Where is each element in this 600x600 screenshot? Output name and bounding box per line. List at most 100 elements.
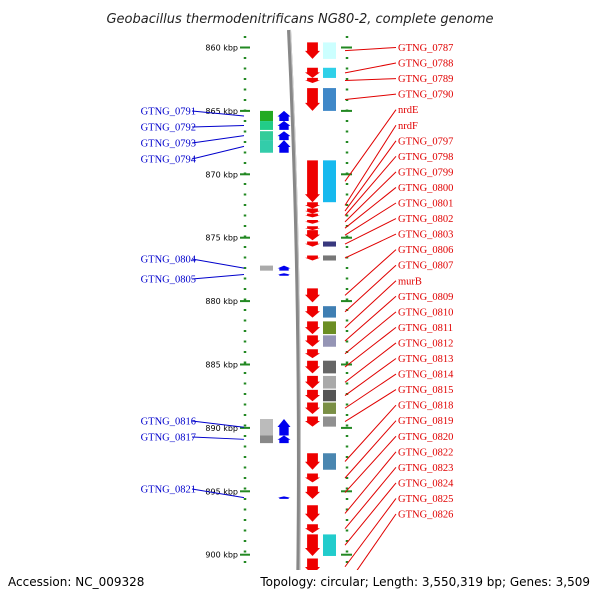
- gene-label: GTNG_0794: [141, 155, 197, 166]
- forward-gene-match-box: [323, 453, 336, 470]
- gene-label: GTNG_0788: [398, 59, 453, 70]
- forward-gene-match-box: [323, 335, 336, 347]
- leader-line: [344, 451, 397, 514]
- forward-gene-match-box: [323, 42, 336, 59]
- leader-line: [344, 62, 397, 74]
- leader-line: [344, 171, 397, 223]
- reverse-gene-match-box: [260, 435, 273, 444]
- forward-gene-match-box: [323, 160, 336, 203]
- genome-backbone: [287, 29, 301, 600]
- gene-label: GTNG_0823: [398, 463, 453, 474]
- leader-line: [344, 358, 397, 396]
- reverse-gene-arrow: [277, 110, 291, 122]
- reverse-gene-match-box: [260, 419, 273, 436]
- gene-label: GTNG_0798: [398, 152, 453, 163]
- forward-gene-arrow: [305, 360, 320, 374]
- leader-line: [344, 404, 397, 462]
- leader-line: [191, 258, 245, 269]
- gene-label: GTNG_0813: [398, 354, 453, 365]
- leader-line: [344, 264, 397, 313]
- forward-gene-match-box: [323, 375, 336, 389]
- gene-label: GTNG_0799: [398, 167, 453, 178]
- leader-line: [344, 124, 397, 206]
- leader-line: [344, 373, 397, 409]
- leader-line: [191, 110, 245, 117]
- gene-label: nrdE: [398, 105, 418, 116]
- forward-gene-arrow: [305, 226, 320, 231]
- leader-line: [191, 124, 245, 128]
- footer-band: [0, 570, 600, 600]
- forward-gene-arrow: [305, 208, 320, 214]
- forward-gene-match-box: [323, 321, 336, 335]
- ruler-tick-label: 860 kbp: [205, 44, 238, 53]
- forward-gene-arrow: [305, 335, 320, 347]
- leader-line: [344, 342, 397, 383]
- gene-label: GTNG_0803: [398, 230, 453, 241]
- gene-label: GTNG_0797: [398, 136, 453, 147]
- map-title: Geobacillus thermodenitrificans NG80-2, …: [106, 12, 493, 27]
- gene-label: GTNG_0826: [398, 510, 453, 521]
- leader-line: [191, 436, 245, 440]
- gene-label: GTNG_0802: [398, 214, 453, 225]
- leader-line: [344, 280, 397, 329]
- leader-line: [344, 78, 397, 81]
- forward-gene-arrow: [305, 219, 320, 224]
- ruler-tick-label: 895 kbp: [205, 487, 238, 496]
- ruler-tick-label: 890 kbp: [205, 424, 238, 433]
- leader-line: [344, 140, 397, 212]
- gene-label: GTNG_0805: [141, 275, 196, 286]
- reverse-gene-arrow: [277, 140, 291, 153]
- gene-label: GTNG_0801: [398, 199, 453, 210]
- gene-label: GTNG_0792: [141, 123, 196, 134]
- leader-line: [344, 498, 397, 568]
- gene-label: GTNG_0800: [398, 183, 453, 194]
- reverse-gene-match-box: [260, 121, 273, 130]
- forward-gene-match-box: [323, 306, 336, 318]
- position-ruler: 860 kbp 865 kbp 870 kbp 875 kbp 880 kbp 885 k…: [205, 36, 352, 600]
- gene-label: GTNG_0825: [398, 494, 453, 505]
- forward-gene-match-box: [323, 241, 336, 247]
- gene-label: GTNG_0793: [141, 139, 196, 150]
- reverse-gene-arrow: [277, 265, 291, 271]
- forward-gene-arrow: [305, 255, 320, 261]
- forward-gene-arrow: [305, 473, 320, 483]
- reverse-gene-arrow: [277, 496, 291, 499]
- gene-labels: GTNG_0787 GTNG_0788 GTNG_0789 GTNG_0790 nrdE…: [141, 43, 455, 521]
- reverse-gene-arrow: [277, 273, 291, 276]
- leader-line: [344, 311, 397, 355]
- reverse-gene-arrow: [277, 121, 291, 130]
- reverse-gene-arrow: [277, 419, 291, 436]
- leader-line: [344, 156, 397, 216]
- reverse-gene-match-box: [260, 131, 273, 141]
- topology-text: Topology: circular; Length: 3,550,319 bp…: [259, 575, 590, 589]
- gene-label: GTNG_0807: [398, 261, 453, 272]
- forward-gene-match-box: [323, 389, 336, 402]
- ruler-tick-label: 875 kbp: [205, 234, 238, 243]
- forward-gene-arrow: [305, 505, 320, 522]
- gene-label: GTNG_0806: [398, 245, 453, 256]
- gene-label: GTNG_0810: [398, 307, 453, 318]
- forward-gene-arrow: [305, 375, 320, 389]
- forward-gene-arrow: [305, 524, 320, 534]
- gene-label: GTNG_0814: [398, 370, 454, 381]
- leader-line: [344, 93, 397, 100]
- forward-gene-arrow: [305, 486, 320, 499]
- leader-line: [344, 202, 397, 236]
- gene-label: GTNG_0804: [141, 255, 197, 266]
- gene-label: GTNG_0821: [141, 485, 196, 496]
- gene-label: GTNG_0787: [398, 43, 453, 54]
- reverse-gene-match-box: [260, 110, 273, 122]
- leader-line: [344, 187, 397, 229]
- forward-gene-arrow: [305, 88, 320, 111]
- gene-label: GTNG_0816: [141, 417, 196, 428]
- forward-gene-match-box: [323, 360, 336, 374]
- gene-label: GTNG_0819: [398, 416, 453, 427]
- leader-line: [191, 145, 245, 160]
- forward-gene-arrow: [305, 321, 320, 335]
- forward-gene-arrow: [305, 453, 320, 470]
- reverse-gene-arrow: [277, 435, 291, 444]
- leader-line: [191, 488, 245, 499]
- gene-label: GTNG_0791: [141, 107, 196, 118]
